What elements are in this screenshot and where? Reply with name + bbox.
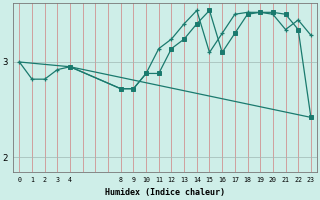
X-axis label: Humidex (Indice chaleur): Humidex (Indice chaleur): [105, 188, 225, 197]
